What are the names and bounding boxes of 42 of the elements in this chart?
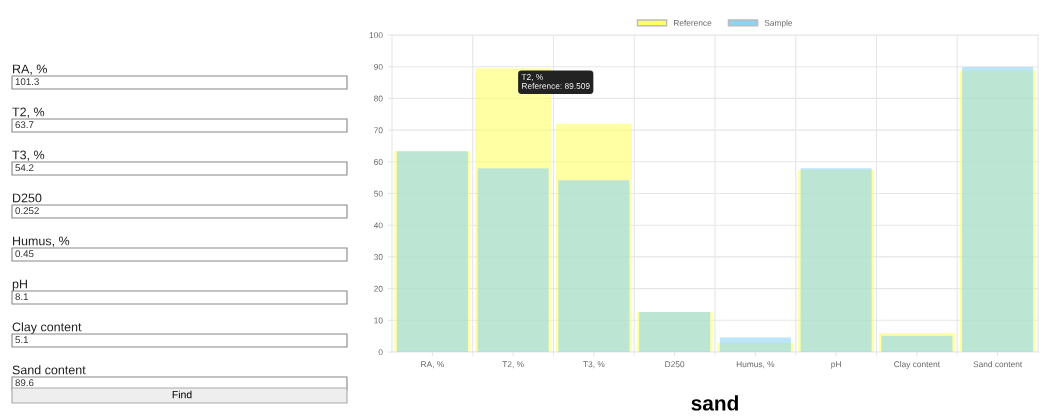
x-tick-label: RA, % [421,361,444,369]
y-tick-label: 40 [373,222,383,229]
y-tick-label: 0 [378,349,383,356]
legend-label: Sample [764,19,793,28]
annotation: T2, % Reference: 89.509 [521,74,590,89]
text: 0.45 [15,250,34,258]
y-tick-label: 70 [374,127,383,134]
x-tick-label: T3, % [583,361,605,369]
y-tick-label: 90 [374,63,383,70]
text: 8.1 [15,293,29,301]
y-tick-label: 50 [374,190,383,197]
x-tick-label: Humus, % [736,361,775,369]
y-tick-label: 20 [374,285,383,292]
text: T3, % [12,150,45,161]
y-tick-label: 10 [374,317,383,324]
text: D250 [13,193,42,203]
x-tick-label: Clay content [894,361,940,369]
text: Clay content [12,322,82,334]
text: RA, % [13,64,47,75]
x-tick-label: D250 [665,361,685,368]
x-tick-label: pH [831,361,841,369]
text: 5.1 [15,336,29,344]
text: Find [172,390,192,399]
text: Humus, % [13,236,70,247]
y-tick-label: 100 [369,32,383,39]
y-tick-label: 60 [374,159,383,165]
x-tick-label: Sand content [973,361,1023,368]
text: 54.2 [15,164,34,172]
text: 0.252 [15,207,39,215]
bar [477,168,549,352]
text: 63.7 [15,121,34,129]
text: 101.3 [15,78,39,86]
y-tick-label: 80 [374,95,383,102]
y-tick-label: 30 [374,254,383,260]
text: T2, % [12,107,45,118]
x-tick-label: T2, % [502,361,524,369]
bar [719,337,791,352]
legend-label: Reference [674,19,712,26]
bar [558,180,630,352]
text: 89.6 [15,379,34,387]
text: pH [12,279,27,291]
text: sand [691,395,738,411]
